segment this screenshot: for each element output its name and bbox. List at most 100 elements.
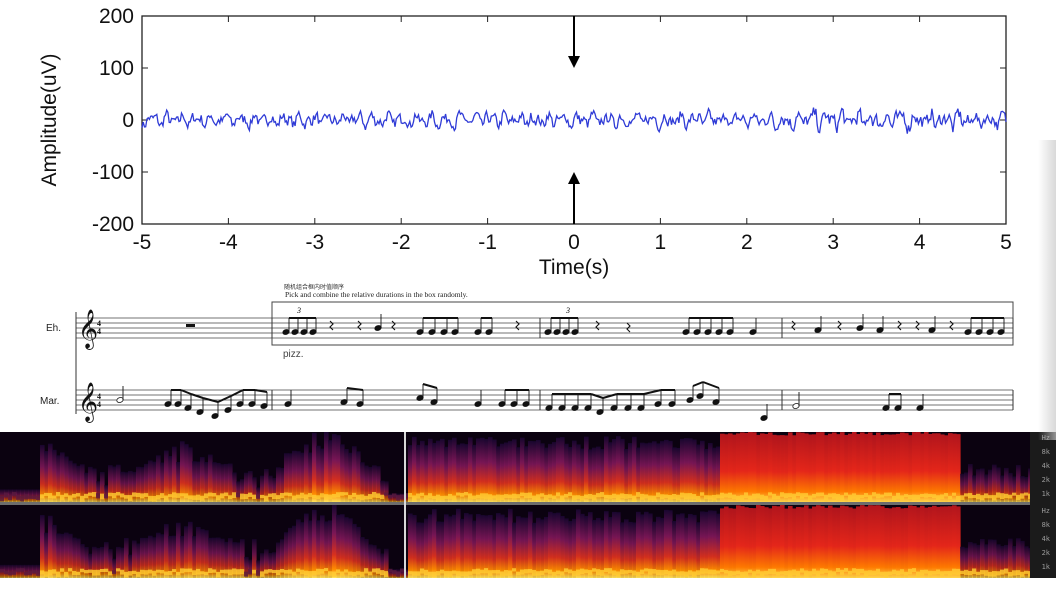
x-tick-label: -5 bbox=[133, 231, 152, 254]
spectrogram-column bbox=[580, 513, 585, 578]
spectrogram-band bbox=[900, 495, 905, 500]
spectrogram-column bbox=[904, 433, 909, 502]
spectrogram-column bbox=[144, 537, 149, 578]
spectrogram-column bbox=[776, 506, 781, 578]
spectrogram-column bbox=[104, 485, 109, 502]
spectrogram-band bbox=[704, 568, 709, 574]
spectrogram-column bbox=[716, 513, 721, 578]
spectrogram-column bbox=[380, 553, 385, 578]
spectrogram-column bbox=[260, 553, 265, 578]
spectrogram-band bbox=[288, 492, 293, 497]
spectrogram-band bbox=[416, 493, 421, 499]
spectrogram-band bbox=[212, 569, 217, 573]
spectrogram-band bbox=[56, 492, 61, 497]
spectrogram-band bbox=[316, 568, 321, 575]
spectrogram-band bbox=[1004, 493, 1009, 499]
spectrogram-band bbox=[316, 495, 321, 499]
spectrogram-band bbox=[20, 495, 25, 502]
spectrogram-band bbox=[560, 571, 565, 576]
spectrogram-channel-1 bbox=[0, 432, 1033, 502]
spectrogram-column bbox=[620, 438, 625, 502]
spectrogram-column bbox=[440, 521, 445, 578]
spectrogram-column bbox=[616, 436, 621, 502]
spectrogram-band bbox=[196, 568, 201, 575]
frequency-label: 8k bbox=[1042, 521, 1051, 529]
spectrogram-band bbox=[868, 570, 873, 575]
spectrogram-band bbox=[540, 493, 545, 497]
spectrogram-column bbox=[368, 466, 373, 502]
spectrogram-column bbox=[364, 538, 369, 578]
spectrogram-band bbox=[272, 493, 277, 500]
spectrogram-column bbox=[640, 442, 645, 502]
spectrogram-column bbox=[420, 440, 425, 502]
spectrogram-column bbox=[472, 520, 477, 578]
spectrogram-band bbox=[380, 494, 385, 500]
spectrogram-band bbox=[32, 570, 37, 574]
spectrogram-column bbox=[308, 520, 313, 578]
y-axis-ticks: 200 100 0 -100 -200 bbox=[92, 5, 1006, 236]
spectrogram-column bbox=[84, 472, 89, 502]
spectrogram-band bbox=[436, 494, 441, 501]
spectrogram-band bbox=[780, 571, 785, 575]
spectrogram-band bbox=[880, 571, 885, 576]
spectrogram-column bbox=[164, 524, 169, 578]
spectrogram-column bbox=[644, 511, 649, 578]
spectrogram-column bbox=[724, 434, 729, 502]
spectrogram-band bbox=[156, 495, 161, 500]
note-beam bbox=[190, 393, 204, 399]
spectrogram-column bbox=[452, 437, 457, 502]
spectrogram-band bbox=[1024, 570, 1029, 574]
spectrogram-column bbox=[660, 517, 665, 578]
spectrogram-band bbox=[100, 493, 105, 500]
spectrogram-column bbox=[36, 489, 41, 502]
spectrogram-column bbox=[916, 507, 921, 578]
spectrogram-band bbox=[244, 494, 249, 500]
spectrogram-column bbox=[312, 432, 317, 502]
spectrogram-column bbox=[132, 471, 137, 502]
spectrogram-column bbox=[256, 560, 261, 578]
spectrogram-band bbox=[640, 493, 645, 500]
spectrogram-column bbox=[836, 434, 841, 502]
spectrogram-column bbox=[112, 466, 117, 502]
spectrogram-band bbox=[888, 492, 893, 497]
spectrogram-band bbox=[976, 493, 981, 500]
spectrogram-band bbox=[220, 493, 225, 499]
spectrogram-column bbox=[568, 446, 573, 502]
spectrogram-band bbox=[696, 495, 701, 502]
spectrogram-column bbox=[420, 522, 425, 578]
spectrogram-band bbox=[536, 494, 541, 501]
spectrogram-band bbox=[192, 570, 197, 576]
spectrogram-column bbox=[540, 443, 545, 502]
spectrogram-column bbox=[764, 433, 769, 502]
spectrogram-band bbox=[540, 570, 545, 576]
frequency-label: 2k bbox=[1042, 549, 1051, 557]
spectrogram-band bbox=[980, 495, 985, 501]
spectrogram-band bbox=[564, 568, 569, 573]
spectrogram-column bbox=[676, 514, 681, 578]
spectrogram-column bbox=[192, 536, 197, 578]
spectrogram-band bbox=[144, 570, 149, 575]
spectrogram-column bbox=[476, 438, 481, 502]
spectrogram-band bbox=[960, 570, 965, 575]
spectrogram-band bbox=[260, 571, 265, 577]
spectrogram-column bbox=[296, 519, 301, 578]
spectrogram-column bbox=[184, 526, 189, 578]
spectrogram-band bbox=[572, 570, 577, 577]
spectrogram-column bbox=[204, 462, 209, 502]
spectrogram-column bbox=[108, 465, 113, 502]
spectrogram-column bbox=[60, 533, 65, 578]
frequency-label: 1k bbox=[1042, 490, 1051, 498]
spectrogram-column bbox=[688, 438, 693, 502]
spectrogram-column bbox=[480, 437, 485, 502]
spectrogram-band bbox=[524, 492, 529, 499]
spectrogram-band bbox=[952, 492, 957, 496]
spectrogram-band bbox=[108, 492, 113, 497]
spectrogram-band bbox=[680, 492, 685, 498]
spectrogram-band bbox=[348, 571, 353, 576]
spectrogram-column bbox=[276, 467, 281, 502]
spectrogram-column bbox=[612, 511, 617, 578]
spectrogram-column bbox=[996, 544, 1001, 578]
spectrogram-column bbox=[1004, 544, 1009, 578]
spectrogram-band bbox=[136, 492, 141, 498]
frequency-scale-panel bbox=[1030, 432, 1056, 578]
